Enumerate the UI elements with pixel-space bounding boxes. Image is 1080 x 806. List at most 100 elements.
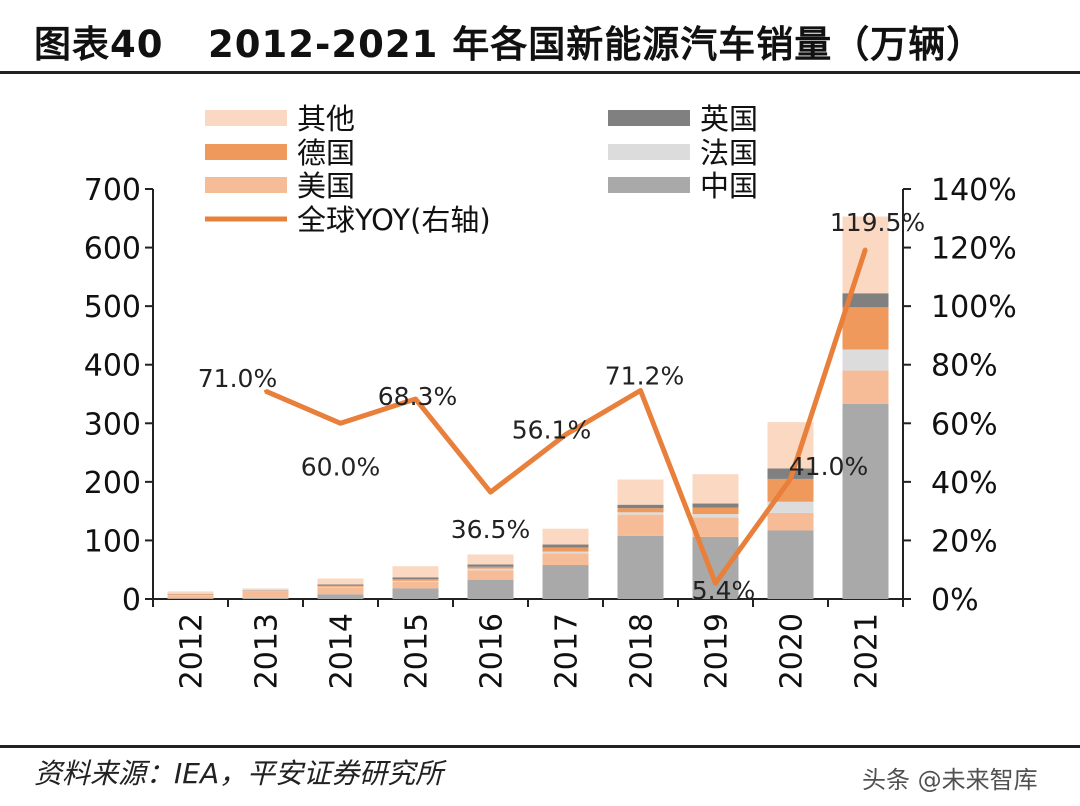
bar-china [767,530,814,599]
yoy-data-label: 60.0% [301,452,380,481]
bar-germany [842,307,889,350]
yoy-data-label: 36.5% [451,515,530,544]
yoy-data-label: 71.0% [198,364,277,393]
bar-germany [692,507,739,515]
watermark: 头条 @未来智库 [862,766,1038,794]
legend-swatch-china [608,177,690,193]
yoy-point [639,388,642,392]
legend-label-usa: 美国 [297,169,355,203]
left-tick-label: 100 [84,524,141,559]
right-tick-label: 60% [931,407,998,442]
right-tick-label: 120% [931,232,1017,267]
bar-usa [317,587,364,595]
yoy-point [864,247,867,251]
bar-germany [467,566,514,569]
legend-label-yoy: 全球YOY(右轴) [297,203,491,237]
legend-swatch-usa [205,177,287,193]
yoy-data-label: 56.1% [512,416,591,445]
bar-germany [392,579,439,581]
chart-title: 2012-2021 年各国新能源汽车销量（万辆） [208,23,985,66]
bar-usa [392,582,439,589]
x-tick-label: 2017 [550,613,585,689]
left-tick-label: 300 [84,407,141,442]
bar-china [317,594,364,599]
bar-uk [542,544,589,548]
right-tick-label: 40% [931,466,998,501]
bar-france [692,514,739,518]
bar-france [767,501,814,513]
legend-swatch-germany [205,144,287,160]
legend-label-other: 其他 [297,102,355,136]
bar-germany [542,547,589,552]
bar-other [167,591,214,595]
bar-germany [167,594,214,595]
legend-swatch-france [608,144,690,160]
yoy-point [714,581,717,585]
legend-label-france: 法国 [700,136,758,170]
yoy-point [564,433,567,437]
bar-uk [392,577,439,580]
yoy-point [264,389,267,393]
x-tick-label: 2013 [250,613,285,689]
x-tick-label: 2015 [400,613,435,689]
x-tick-label: 2016 [475,613,510,689]
left-tick-label: 500 [84,290,141,325]
yoy-point [414,397,417,401]
right-tick-label: 140% [931,173,1017,208]
bar-france [617,512,664,515]
legend-label-china: 中国 [700,169,758,203]
bar-usa [242,591,289,598]
yoy-data-label: 41.0% [789,452,868,481]
figure-number: 图表40 [34,23,164,66]
yoy-data-label: 119.5% [830,208,925,237]
right-tick-label: 80% [931,349,998,384]
bar-uk [842,293,889,308]
bottom-rule [0,745,1080,748]
bar-france [317,586,364,588]
bar-germany [317,585,364,587]
bar-other [317,578,364,585]
bar-china [617,535,664,599]
title-bar: 图表40 2012-2021 年各国新能源汽车销量（万辆） [0,0,1080,72]
left-tick-label: 600 [84,232,141,267]
legend-swatch-other [205,110,287,126]
bar-china [392,588,439,599]
yoy-data-label: 5.4% [692,576,756,605]
yoy-data-label: 68.3% [378,382,457,411]
bar-uk [617,504,664,509]
legend-label-germany: 德国 [297,136,355,170]
bar-usa [467,570,514,580]
bar-uk [692,503,739,508]
bar-other [467,554,514,565]
x-tick-label: 2014 [325,613,360,689]
bar-other [392,566,439,578]
yoy-point [339,421,342,425]
source-note: 资料来源：IEA，平安证券研究所 [34,757,444,790]
left-tick-label: 0 [122,583,141,618]
legend-swatch-uk [608,110,690,126]
bar-other [242,588,289,591]
bar-france [242,591,289,592]
bar-usa [842,370,889,404]
x-tick-label: 2019 [700,613,735,689]
bar-china [842,403,889,599]
bar-usa [692,517,739,537]
right-tick-label: 100% [931,290,1017,325]
yoy-point [489,490,492,494]
left-tick-label: 700 [84,173,141,208]
bar-germany [242,590,289,592]
bar-uk [317,584,364,586]
bar-china [542,565,589,599]
x-tick-label: 2018 [625,613,660,689]
bar-france [842,349,889,371]
left-tick-label: 200 [84,466,141,501]
bar-uk [467,564,514,567]
x-tick-label: 2020 [775,613,810,689]
bar-usa [767,512,814,531]
yoy-data-label: 71.2% [605,361,684,390]
right-tick-label: 0% [931,583,979,618]
chart: 0 100 200 300 400 500 600 700 0% 20% 40% 60% 80% 100%… [84,102,1017,689]
bar-other [542,528,589,545]
bar-france [167,594,214,596]
bar-usa [542,553,589,566]
